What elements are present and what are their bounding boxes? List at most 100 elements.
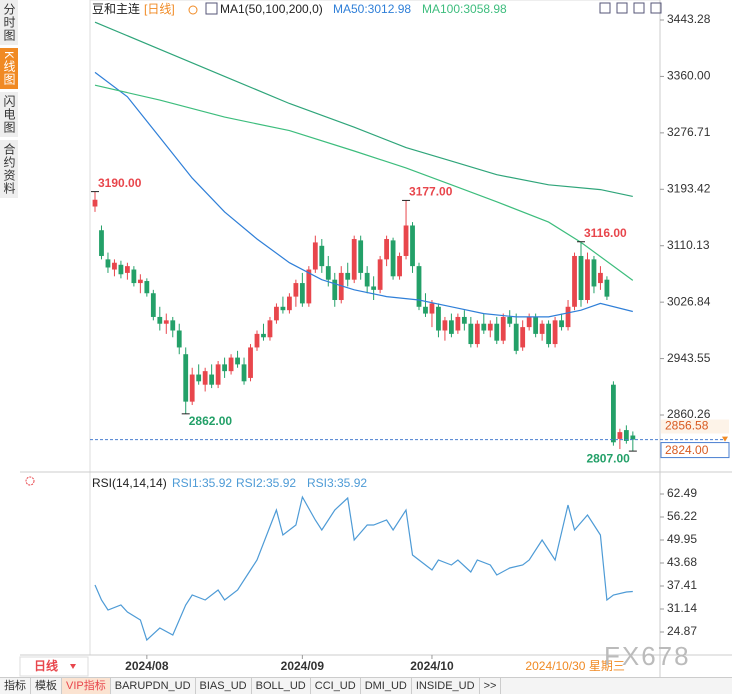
toolbar-tab[interactable]: BARUPDN_UD — [111, 678, 196, 694]
candle-body — [118, 264, 124, 275]
candle-body — [364, 272, 370, 287]
candle-body — [131, 269, 137, 284]
cursor-price-box — [661, 419, 729, 434]
side-tab[interactable]: 闪电图 — [0, 92, 18, 138]
line — [94, 84, 634, 281]
candle-body — [533, 316, 539, 334]
candle-body — [416, 266, 422, 307]
candle-body — [176, 330, 182, 348]
chart-title: 豆和主连 — [92, 1, 140, 16]
y-tick-label: 62.49 — [667, 486, 697, 500]
candle-body — [338, 272, 344, 301]
candle-body — [332, 279, 338, 301]
y-tick-label: 3110.13 — [667, 238, 710, 252]
candle-body — [611, 384, 616, 443]
y-tick-label: 3360.00 — [667, 69, 711, 83]
candle-body — [578, 255, 584, 301]
period-select[interactable] — [19, 656, 89, 677]
candle-body — [319, 245, 325, 267]
line — [94, 495, 633, 642]
y-tick-label: 3193.42 — [667, 181, 711, 195]
candle-body — [267, 320, 273, 338]
cursor-price-label: 2856.58 — [665, 419, 709, 433]
dropdown-arrow — [70, 664, 76, 669]
toolbar-tab[interactable]: 指标 — [0, 678, 31, 694]
candle-body — [487, 323, 493, 331]
candle-body — [384, 239, 389, 260]
extreme-label: 3190.00 — [98, 176, 142, 190]
x-tick-label: 2024/09 — [281, 659, 325, 673]
candle-body — [572, 255, 577, 307]
candle-body — [410, 225, 415, 267]
toolbar-tab[interactable]: VIP指标 — [62, 678, 111, 694]
candle-body — [585, 259, 590, 301]
toolbar-tab[interactable]: CCI_UD — [311, 678, 361, 694]
candle-body — [293, 283, 299, 297]
candle-body — [500, 316, 506, 341]
toolbar-tab[interactable]: 模板 — [31, 678, 62, 694]
candle-body — [351, 239, 357, 280]
toolbar-tab[interactable]: BIAS_UD — [196, 678, 252, 694]
toolbar-tab[interactable]: INSIDE_UD — [412, 678, 480, 694]
extreme-label: 2807.00 — [586, 451, 630, 465]
y-tick-label: 49.95 — [667, 532, 697, 546]
window-icons[interactable] — [599, 2, 662, 14]
side-tab[interactable]: 分时图 — [0, 0, 18, 45]
candle-body — [92, 199, 98, 207]
rsi-title: RSI(14,14,14) — [92, 476, 167, 490]
candle-body — [274, 306, 279, 321]
candle-body — [617, 432, 623, 439]
settings-icon[interactable] — [25, 476, 35, 486]
candle-body — [526, 316, 532, 328]
candle-body — [552, 320, 558, 345]
extreme-label: 3116.00 — [584, 226, 627, 240]
candle-body — [436, 306, 441, 331]
candle-body — [299, 283, 305, 304]
candle-body — [598, 272, 603, 284]
candle-body — [403, 225, 409, 256]
y-tick-label: 56.22 — [667, 509, 697, 523]
candle-body — [125, 266, 130, 273]
y-tick-label: 3276.71 — [667, 125, 711, 139]
candle-body — [306, 269, 312, 304]
indicator: MA1(50,100,200,0) — [220, 2, 323, 16]
candle-body — [137, 279, 143, 284]
candle-body — [442, 320, 448, 331]
toolbar-tab[interactable]: >> — [480, 678, 502, 694]
candle-body — [105, 259, 111, 268]
y-tick-label: 43.68 — [667, 555, 697, 569]
candle-body — [358, 240, 364, 273]
toolbar-tab[interactable]: BOLL_UD — [252, 678, 311, 694]
extreme-label: 3177.00 — [409, 185, 453, 199]
side-tab[interactable]: K线图 — [0, 48, 18, 90]
y-tick-label: 2860.26 — [667, 407, 711, 421]
period-label[interactable]: 日线 — [34, 658, 58, 673]
candle-body — [280, 306, 286, 311]
side-tab[interactable]: 合约资料 — [0, 140, 18, 199]
candle-body — [507, 316, 513, 324]
last-price-label: 2824.00 — [665, 443, 709, 457]
candle-body — [474, 323, 480, 345]
y-tick-label: 3026.84 — [667, 294, 711, 308]
candle-body — [222, 364, 227, 372]
toolbar-tab[interactable]: DMI_UD — [361, 678, 412, 694]
sidebar: 分时图 K线图闪电图合约资料 — [0, 0, 18, 199]
candle-body — [623, 430, 629, 441]
indicator-icon[interactable] — [205, 2, 218, 15]
candle-body — [539, 323, 545, 334]
candle-body — [377, 259, 383, 290]
candle-body — [604, 279, 610, 297]
candle-body — [235, 357, 240, 365]
chart: 日线 豆和主连 [日线] MA1(50,100,200,0) RSI(14,14… — [19, 0, 732, 677]
x-tick-label: 2024/10 — [410, 659, 454, 673]
extreme-label: 2862.00 — [189, 414, 233, 428]
candle-body — [429, 303, 435, 314]
candle-body — [371, 286, 377, 290]
candle-body — [494, 323, 500, 341]
add-icon[interactable] — [188, 5, 198, 15]
candle-body — [150, 293, 156, 317]
candle-body — [325, 266, 331, 280]
frame — [89, 0, 661, 656]
y-tick-label: 3443.28 — [667, 12, 711, 26]
candle-body — [170, 320, 176, 331]
